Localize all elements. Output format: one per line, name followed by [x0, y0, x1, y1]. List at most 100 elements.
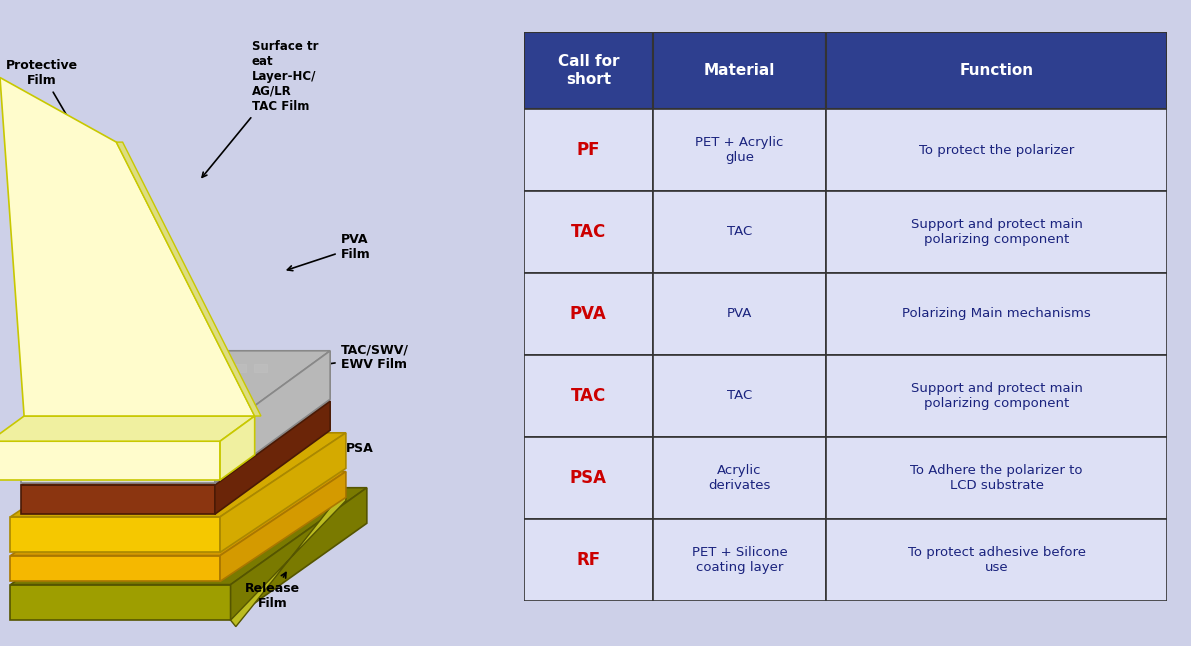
Bar — [524, 32, 653, 109]
Polygon shape — [21, 427, 35, 435]
Bar — [653, 519, 827, 601]
Bar — [524, 519, 653, 601]
Polygon shape — [233, 364, 247, 372]
Text: To Adhere the polarizer to
LCD substrate: To Adhere the polarizer to LCD substrate — [910, 464, 1083, 492]
Bar — [524, 355, 653, 437]
Polygon shape — [107, 364, 120, 372]
Polygon shape — [0, 78, 255, 416]
Bar — [827, 109, 1167, 191]
Text: PET + Acrylic
glue: PET + Acrylic glue — [696, 136, 784, 164]
Text: Surface tr
eat
Layer-HC/
AG/LR
TAC Film: Surface tr eat Layer-HC/ AG/LR TAC Film — [202, 40, 318, 177]
Polygon shape — [42, 427, 55, 435]
Polygon shape — [50, 406, 63, 413]
Text: TAC: TAC — [570, 387, 606, 405]
Polygon shape — [100, 385, 113, 393]
Text: TAC: TAC — [727, 225, 753, 238]
Polygon shape — [149, 364, 162, 372]
Text: PSA: PSA — [308, 443, 374, 455]
Polygon shape — [63, 427, 76, 435]
Polygon shape — [113, 406, 126, 413]
Polygon shape — [231, 488, 367, 620]
Bar — [827, 437, 1167, 519]
Bar — [653, 32, 827, 109]
Text: Release
Film: Release Film — [245, 572, 300, 610]
Polygon shape — [175, 406, 188, 413]
Text: TAC: TAC — [727, 390, 753, 402]
Polygon shape — [21, 435, 214, 483]
Text: RF: RF — [576, 551, 600, 568]
Bar — [827, 32, 1167, 109]
Polygon shape — [117, 142, 261, 416]
Polygon shape — [11, 433, 345, 517]
Text: Support and protect main
polarizing component: Support and protect main polarizing comp… — [911, 382, 1083, 410]
Polygon shape — [146, 427, 160, 435]
Bar — [653, 437, 827, 519]
Polygon shape — [162, 385, 175, 393]
Bar — [827, 273, 1167, 355]
Polygon shape — [21, 401, 330, 485]
Text: PET + Silicone
coating layer: PET + Silicone coating layer — [692, 546, 787, 574]
Polygon shape — [254, 364, 267, 372]
Polygon shape — [21, 485, 214, 514]
Bar — [524, 109, 653, 191]
Polygon shape — [225, 385, 238, 393]
Bar — [827, 355, 1167, 437]
Polygon shape — [105, 427, 118, 435]
Bar — [653, 109, 827, 191]
Text: PF: PF — [576, 141, 600, 159]
Bar — [827, 519, 1167, 601]
Text: To protect the polarizer: To protect the polarizer — [919, 143, 1074, 156]
Polygon shape — [197, 406, 210, 413]
Polygon shape — [220, 433, 345, 552]
Bar — [653, 191, 827, 273]
Bar — [827, 191, 1167, 273]
Text: Material: Material — [704, 63, 775, 78]
Polygon shape — [231, 488, 345, 627]
Text: PVA
Film: PVA Film — [287, 233, 370, 271]
Bar — [524, 437, 653, 519]
Polygon shape — [11, 472, 345, 556]
Polygon shape — [183, 385, 197, 393]
Text: Call for
short: Call for short — [557, 54, 619, 87]
Polygon shape — [133, 406, 146, 413]
Polygon shape — [214, 401, 330, 514]
Bar — [653, 273, 827, 355]
Text: TAC: TAC — [570, 223, 606, 241]
Text: PSA: PSA — [569, 469, 607, 487]
Text: TAC/SWV/
EWV Film: TAC/SWV/ EWV Film — [304, 343, 409, 371]
Polygon shape — [83, 427, 96, 435]
Text: Protective
Film: Protective Film — [6, 59, 77, 132]
Text: Polarizing Main mechanisms: Polarizing Main mechanisms — [903, 307, 1091, 320]
Text: PVA: PVA — [570, 305, 606, 323]
Polygon shape — [11, 517, 220, 552]
Polygon shape — [155, 406, 168, 413]
Polygon shape — [11, 585, 231, 620]
Polygon shape — [170, 364, 183, 372]
Polygon shape — [120, 385, 133, 393]
Polygon shape — [11, 556, 220, 581]
Text: Support and protect main
polarizing component: Support and protect main polarizing comp… — [911, 218, 1083, 246]
Bar — [653, 355, 827, 437]
Polygon shape — [126, 427, 139, 435]
Polygon shape — [220, 416, 255, 480]
Polygon shape — [70, 406, 83, 413]
Polygon shape — [129, 364, 142, 372]
Text: To protect adhesive before
use: To protect adhesive before use — [908, 546, 1086, 574]
Text: PVA: PVA — [727, 307, 753, 320]
Polygon shape — [0, 441, 220, 480]
Text: Acrylic
derivates: Acrylic derivates — [709, 464, 771, 492]
Polygon shape — [220, 472, 345, 581]
Polygon shape — [214, 351, 330, 483]
Bar — [524, 191, 653, 273]
Polygon shape — [168, 427, 181, 435]
Polygon shape — [192, 364, 205, 372]
Polygon shape — [92, 406, 105, 413]
Bar — [524, 273, 653, 355]
Polygon shape — [11, 488, 367, 585]
Polygon shape — [212, 364, 225, 372]
Text: Function: Function — [960, 63, 1034, 78]
Polygon shape — [0, 416, 255, 441]
Polygon shape — [205, 385, 218, 393]
Polygon shape — [21, 351, 330, 435]
Polygon shape — [79, 385, 92, 393]
